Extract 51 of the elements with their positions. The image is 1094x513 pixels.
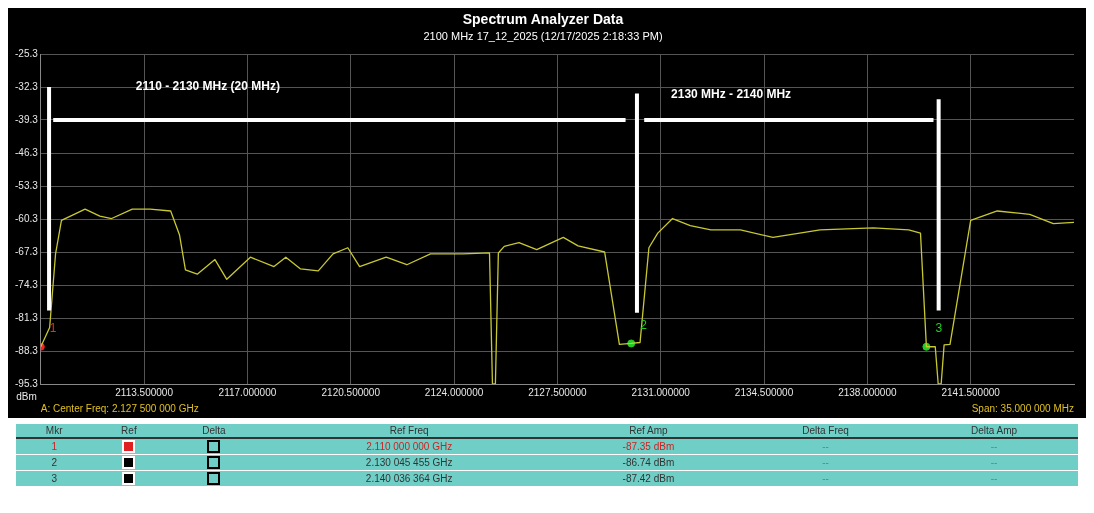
y-tick-label: -39.3 [15, 113, 39, 125]
text: -- [740, 470, 911, 487]
text: Mkr [16, 424, 93, 438]
y-tick-label: -81.3 [15, 311, 39, 323]
x-tick-label: 2127.500000 [528, 386, 588, 398]
x-tick-label: 2141.500000 [941, 386, 1001, 398]
y-tick-label: -53.3 [15, 179, 39, 191]
y-tick-label: -67.3 [15, 245, 39, 257]
text: -87.35 dBm [555, 438, 741, 455]
text: 2.140 036 364 GHz [262, 470, 556, 487]
y-tick-label: -74.3 [15, 278, 39, 290]
text: Ref Amp [555, 424, 741, 438]
x-tick-label: 2124.000000 [424, 386, 484, 398]
text: -- [740, 454, 911, 471]
chart-subtitle: 2100 MHz 17_12_2025 (12/17/2025 2:18:33 PM) [423, 30, 663, 43]
text: -- [910, 438, 1078, 455]
text: -- [740, 438, 911, 455]
text: Delta Freq [740, 424, 911, 438]
annotation: 3 [935, 321, 943, 336]
y-tick-label: -60.3 [15, 212, 39, 224]
text: 1 [16, 438, 93, 455]
text: -- [910, 454, 1078, 471]
text: Span: 35.000 000 MHz [971, 402, 1074, 414]
x-tick-label: 2134.500000 [734, 386, 794, 398]
x-tick-label: 2138.000000 [838, 386, 897, 398]
text: 2 [16, 454, 93, 471]
y-tick-label: -95.3 [15, 377, 39, 389]
text: Ref [92, 424, 166, 438]
text: -87.42 dBm [555, 470, 741, 487]
text: 2.130 045 455 GHz [262, 454, 556, 471]
x-tick-label: 2117.000000 [218, 386, 277, 398]
annotation: 2130 MHz - 2140 MHz [671, 87, 792, 102]
text: -- [910, 470, 1078, 487]
y-tick-label: -25.3 [15, 47, 39, 59]
x-tick-label: 2131.000000 [631, 386, 691, 398]
text: 2.110 000 000 GHz [262, 438, 556, 455]
y-tick-label: -32.3 [15, 80, 39, 92]
text: A: Center Freq: 2.127 500 000 GHz [40, 402, 199, 414]
text: -86.74 dBm [555, 454, 741, 471]
text: Ref Freq [262, 424, 556, 438]
chart-title: Spectrum Analyzer Data [462, 11, 624, 28]
y-axis-title: dBm [16, 390, 37, 402]
text: 3 [16, 470, 93, 487]
annotation: 1 [49, 321, 57, 336]
y-tick-label: -88.3 [15, 344, 39, 356]
y-tick-label: -46.3 [15, 146, 39, 158]
x-tick-label: 2113.500000 [115, 386, 174, 398]
annotation: 2110 - 2130 MHz (20 MHz) [135, 79, 280, 93]
text: Delta Amp [910, 424, 1078, 438]
text: Delta [165, 424, 263, 438]
x-tick-label: 2120.500000 [321, 386, 381, 398]
